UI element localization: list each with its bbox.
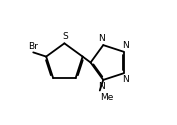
Text: Br: Br xyxy=(28,42,38,50)
Text: N: N xyxy=(98,34,105,43)
Text: N: N xyxy=(122,76,129,84)
Text: S: S xyxy=(62,32,68,41)
Text: N: N xyxy=(98,82,105,91)
Text: Me: Me xyxy=(100,93,114,102)
Text: N: N xyxy=(122,40,129,50)
